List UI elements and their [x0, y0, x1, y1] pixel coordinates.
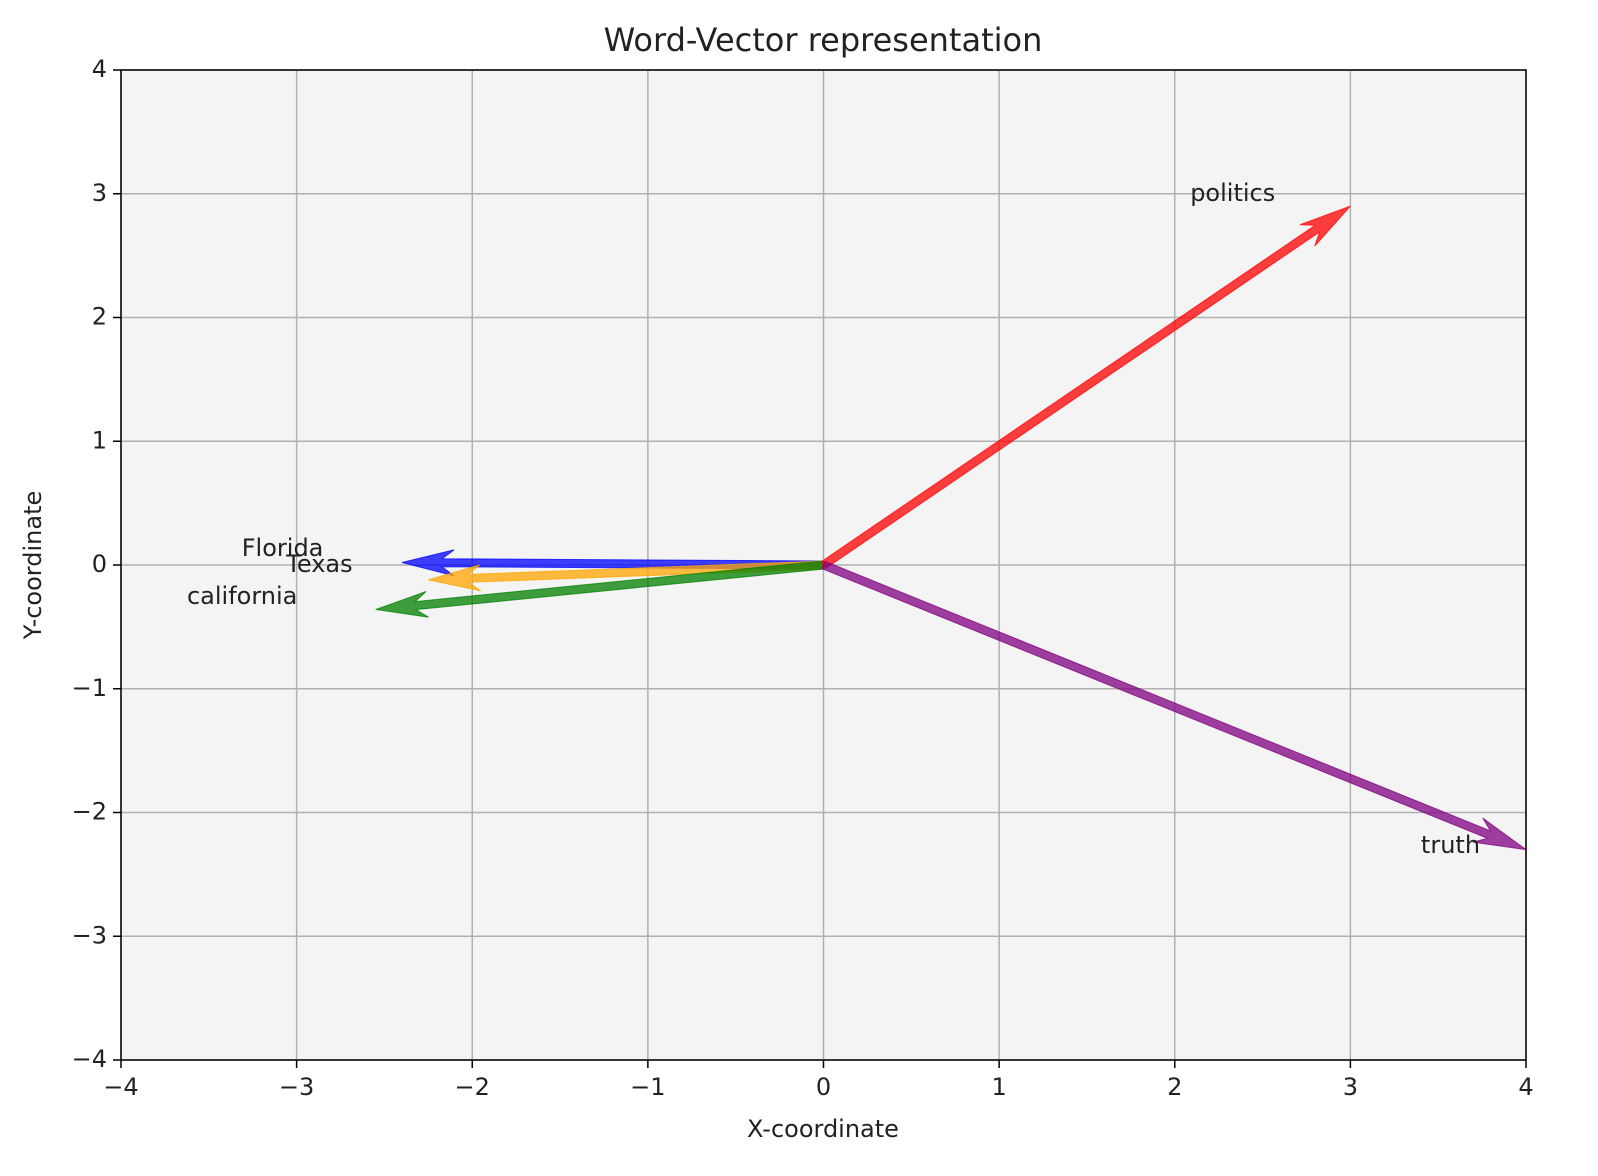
x-axis-label: X-coordinate	[747, 1115, 899, 1143]
x-tick-label: 3	[1343, 1073, 1358, 1101]
y-tick-label: 1	[92, 426, 107, 454]
vector-arrow	[375, 560, 825, 618]
vector-arrow	[820, 205, 1351, 569]
vector-label: politics	[1190, 179, 1275, 207]
x-tick-label: 1	[991, 1073, 1006, 1101]
x-tick-label: 2	[1167, 1073, 1182, 1101]
y-tick-label: 0	[92, 550, 107, 578]
y-tick-label: 4	[92, 55, 107, 83]
y-tick-label: −2	[72, 798, 107, 826]
y-tick-label: −3	[72, 921, 107, 949]
x-tick-label: 4	[1518, 1073, 1533, 1101]
y-axis-label: Y-coordinate	[19, 491, 47, 640]
y-tick-label: 3	[92, 179, 107, 207]
vector-arrow	[821, 560, 1527, 851]
y-tick-label: −1	[72, 674, 107, 702]
vector-label: california	[187, 582, 297, 610]
x-tick-label: −2	[455, 1073, 490, 1101]
x-tick-label: −3	[279, 1073, 314, 1101]
chart-title: Word-Vector representation	[604, 21, 1043, 59]
axes-frame	[120, 69, 1527, 1061]
x-tick-label: −1	[630, 1073, 665, 1101]
vector-label: Florida	[242, 534, 324, 562]
x-tick-label: 0	[816, 1073, 831, 1101]
y-tick-label: 2	[92, 303, 107, 331]
vector-label: truth	[1421, 831, 1480, 859]
vector-label: Texas	[285, 550, 352, 578]
y-tick-label: −4	[72, 1045, 107, 1073]
x-tick-label: −4	[103, 1073, 138, 1101]
